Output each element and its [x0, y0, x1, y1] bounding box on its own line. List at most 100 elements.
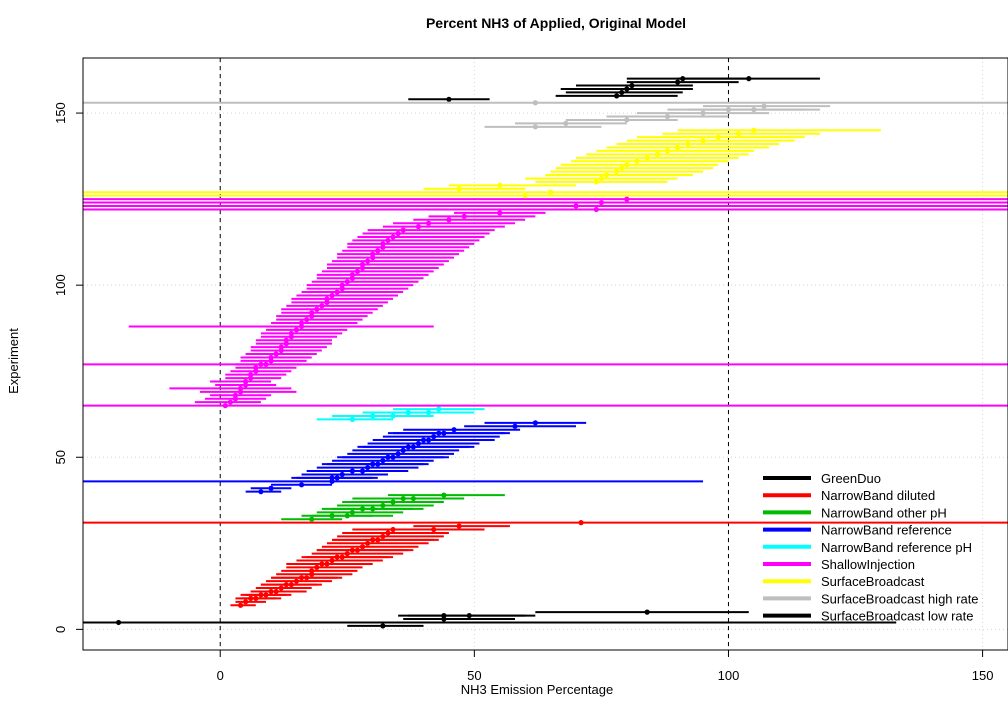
series: [83, 420, 704, 495]
data-point: [675, 79, 681, 85]
data-point: [370, 251, 376, 257]
legend-label: NarrowBand reference pH: [821, 540, 972, 555]
data-point: [441, 430, 447, 436]
data-point: [593, 206, 599, 213]
data-point: [644, 609, 650, 615]
data-point: [456, 186, 462, 192]
series-layer: [83, 76, 1008, 629]
data-point: [298, 320, 305, 326]
data-point: [334, 289, 340, 295]
data-point: [456, 523, 462, 529]
data-point: [237, 385, 244, 392]
data-point: [446, 96, 452, 102]
data-point: [619, 89, 625, 96]
data-point: [263, 361, 269, 367]
data-point: [451, 427, 457, 433]
y-tick-label: 150: [53, 102, 68, 124]
data-point: [598, 175, 605, 182]
legend: GreenDuo NarrowBand diluted NarrowBand oth…: [763, 471, 979, 624]
data-point: [736, 131, 742, 137]
data-point: [497, 210, 503, 216]
data-point: [573, 203, 579, 209]
data-point: [426, 437, 432, 443]
data-point: [654, 151, 660, 157]
data-point: [375, 461, 381, 467]
legend-label: NarrowBand other pH: [821, 505, 947, 520]
data-point: [304, 575, 310, 581]
data-point: [258, 489, 264, 495]
data-point: [664, 113, 671, 120]
data-point: [344, 279, 350, 285]
y-tick-label: 100: [53, 274, 68, 296]
data-point: [278, 344, 284, 350]
data-point: [344, 513, 350, 519]
data-point: [375, 248, 381, 254]
data-point: [329, 557, 335, 564]
data-point: [629, 82, 635, 89]
data-point: [634, 158, 640, 164]
data-point: [746, 76, 752, 82]
data-point: [309, 568, 315, 574]
data-point: [751, 127, 757, 133]
data-point: [334, 475, 340, 481]
data-point: [115, 619, 122, 626]
legend-label: SurfaceBroadcast: [821, 574, 925, 589]
data-point: [522, 193, 528, 199]
series: [83, 100, 1008, 130]
legend-label: SurfaceBroadcast high rate: [821, 591, 979, 606]
data-point: [339, 554, 345, 560]
series: [83, 127, 1008, 199]
data-point: [624, 196, 630, 202]
data-point: [273, 588, 279, 595]
x-axis: 0 50 100 150: [217, 650, 993, 683]
data-point: [598, 199, 605, 206]
data-point: [263, 592, 269, 598]
data-point: [390, 413, 396, 419]
legend-label: GreenDuo: [821, 471, 881, 486]
reference-lines: [219, 58, 729, 650]
data-point: [563, 120, 569, 126]
data-point: [222, 403, 228, 409]
data-point: [532, 420, 538, 426]
data-point: [319, 303, 325, 309]
chart-title: Percent NH3 of Applied, Original Model: [426, 15, 686, 31]
data-point: [761, 103, 767, 109]
data-point: [359, 468, 366, 474]
data-point: [248, 372, 254, 378]
data-point: [268, 485, 274, 491]
data-point: [593, 179, 599, 185]
data-point: [436, 406, 442, 412]
data-point: [349, 509, 355, 515]
data-point: [715, 134, 721, 140]
data-point: [700, 110, 706, 116]
data-point: [273, 351, 279, 357]
data-point: [446, 217, 452, 223]
data-point: [339, 471, 345, 478]
legend-label: ShallowInjection: [821, 557, 915, 572]
data-point: [380, 241, 386, 247]
data-point: [365, 464, 371, 471]
y-axis: 0 50 100 150: [53, 102, 83, 633]
data-point: [298, 482, 305, 488]
data-point: [354, 547, 361, 553]
data-point: [400, 447, 406, 453]
data-point: [395, 230, 401, 237]
data-point: [237, 602, 244, 608]
series: [83, 609, 897, 629]
data-point: [441, 492, 447, 498]
plot-frame: [82, 57, 1008, 651]
data-point: [415, 440, 422, 447]
data-point: [614, 93, 620, 99]
data-point: [370, 506, 376, 512]
series: [83, 196, 1008, 409]
data-point: [309, 310, 315, 316]
data-point: [512, 423, 518, 429]
data-point: [619, 165, 625, 171]
series: [408, 76, 820, 102]
x-axis-label: NH3 Emission Percentage: [461, 682, 613, 697]
data-point: [365, 540, 371, 546]
x-tick-label: 100: [718, 668, 740, 683]
data-point: [324, 561, 330, 567]
data-point: [283, 337, 289, 343]
data-point: [253, 365, 259, 371]
